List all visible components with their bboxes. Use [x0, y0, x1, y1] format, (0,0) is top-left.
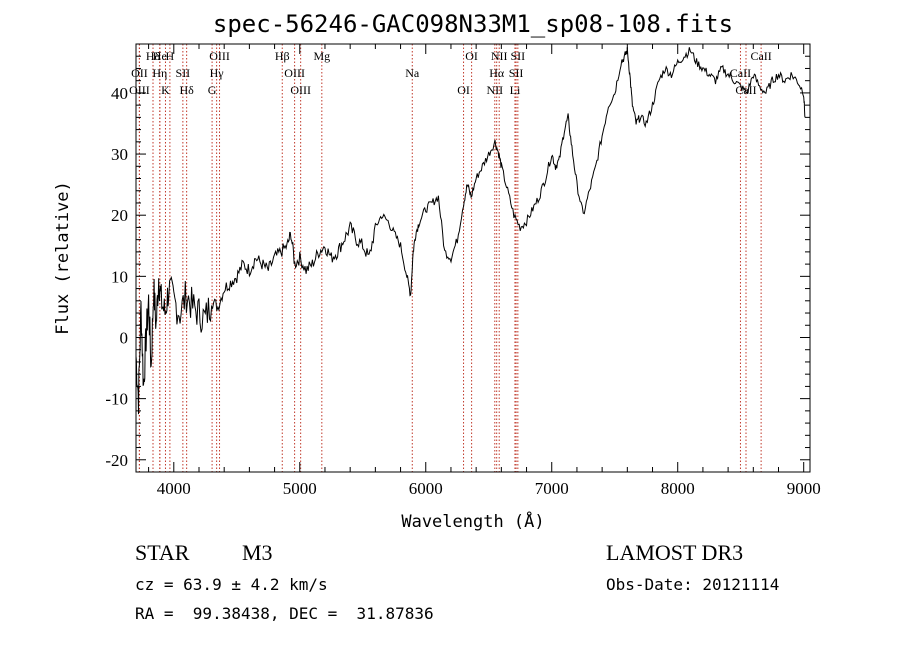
line-marker-label: SII	[176, 66, 191, 80]
line-marker-label: Hα	[489, 66, 505, 80]
line-marker-label: He	[153, 49, 167, 63]
chart-title: spec-56246-GAC098N33M1_sp08-108.fits	[213, 10, 733, 38]
x-tick-label: 6000	[409, 479, 443, 498]
x-tick-label: 9000	[787, 479, 821, 498]
coordinates: RA = 99.38438, DEC = 31.87836	[135, 604, 434, 623]
y-axis-label: Flux (relative)	[53, 181, 73, 335]
line-marker-label: Na	[405, 66, 420, 80]
x-tick-label: 8000	[661, 479, 695, 498]
object-class: STAR	[135, 540, 190, 565]
y-axis-ticks: -20 -10 0 10 20 30 40	[105, 43, 810, 473]
line-marker-label: G	[208, 83, 217, 97]
line-marker-label: Hδ	[146, 49, 161, 63]
line-marker-label: SII	[509, 66, 524, 80]
y-tick-label: 40	[111, 84, 128, 103]
x-tick-label: 5000	[283, 479, 317, 498]
line-marker-label: CaII	[730, 66, 751, 80]
line-marker-labels: HδOIIOIIIHeHηKHSIIHδOIIIHγGHβOIIIOIIIMgN…	[129, 49, 772, 97]
line-marker-label: OIII	[284, 66, 305, 80]
y-tick-label: 20	[111, 206, 128, 225]
line-marker-label: OI	[457, 83, 470, 97]
line-marker-label: Li	[510, 83, 521, 97]
line-marker-label: K	[161, 83, 170, 97]
line-marker-label: Hδ	[179, 83, 194, 97]
line-marker-label: Hη	[152, 66, 167, 80]
y-tick-label: 30	[111, 145, 128, 164]
line-marker-label: CaII	[735, 83, 756, 97]
observation-date: Obs-Date: 20121114	[606, 575, 780, 594]
y-tick-label: -20	[105, 451, 128, 470]
x-tick-label: 4000	[157, 479, 191, 498]
redshift-cz: cz = 63.9 ± 4.2 km/s	[135, 575, 328, 594]
survey-name: LAMOST DR3	[606, 540, 744, 565]
line-marker-label: OIII	[129, 83, 150, 97]
y-tick-label: -10	[105, 390, 128, 409]
line-marker-label: OI	[465, 49, 478, 63]
y-tick-label: 10	[111, 267, 128, 286]
line-marker-label: CaII	[750, 49, 771, 63]
line-marker-label: Hβ	[275, 49, 290, 63]
object-subclass: M3	[242, 540, 273, 565]
line-marker-label: OIII	[209, 49, 230, 63]
line-marker-label: Mg	[313, 49, 330, 63]
line-marker-label: Hγ	[210, 66, 225, 80]
x-axis-label: Wavelength (Å)	[401, 510, 544, 532]
line-marker-label: OIII	[290, 83, 311, 97]
y-tick-label: 0	[120, 328, 129, 347]
x-tick-label: 7000	[535, 479, 569, 498]
line-marker-label: H	[166, 49, 175, 63]
line-marker-label: OII	[131, 66, 148, 80]
plot-frame	[135, 43, 811, 473]
x-axis-ticks: 4000 5000 6000 7000 8000 9000	[148, 44, 821, 498]
line-marker-label: SII	[511, 49, 526, 63]
flux-series-line	[135, 47, 806, 415]
line-marker-label: NII	[491, 49, 508, 63]
line-marker-label: NII	[486, 83, 503, 97]
